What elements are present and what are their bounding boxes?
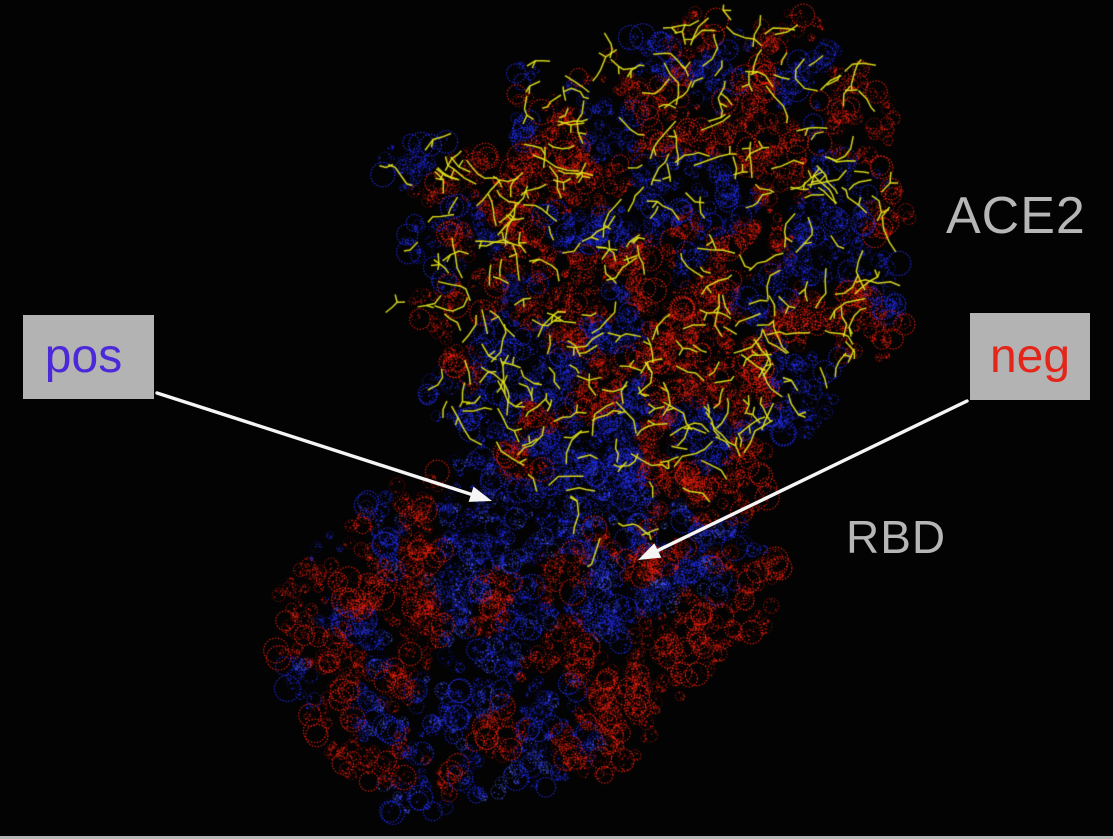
pos-callout: pos [23,315,154,399]
neg-callout-text: neg [989,329,1071,383]
neg-callout: neg [970,313,1090,400]
rbd-label: RBD [846,511,947,563]
bottom-border-strip [0,836,1113,839]
pos-callout-text: pos [44,330,123,383]
ace2-label: ACE2 [946,187,1086,245]
